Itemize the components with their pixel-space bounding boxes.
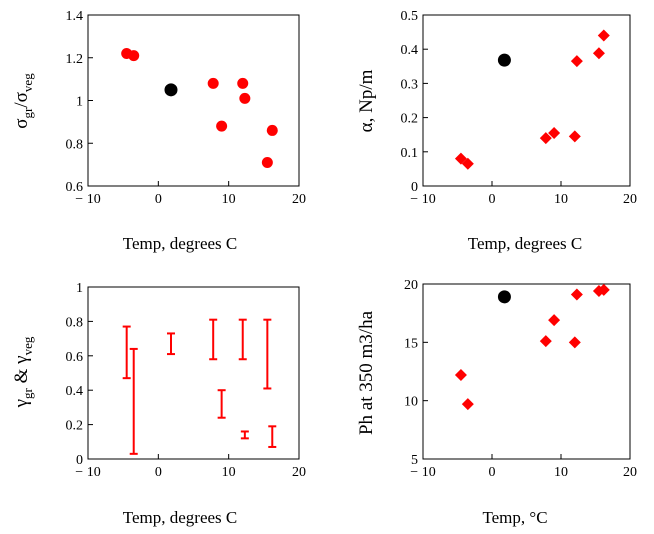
y-tick-label: 0.4 — [66, 384, 84, 399]
ylabel-sigma-slash: /σ — [11, 92, 32, 108]
y-tick-label: 20 — [404, 278, 418, 293]
y-tick-label: 5 — [411, 453, 418, 468]
ylabel-gamma-amp: & γ — [11, 355, 32, 388]
y-tick-label: 1.2 — [66, 52, 84, 67]
y-tick-label: 1 — [76, 281, 83, 296]
x-tick-label: 0 — [155, 465, 162, 480]
ylabel-gamma-sub-gr: gr — [20, 387, 35, 399]
data-point-diamond — [539, 335, 552, 348]
y-tick-label: 0.3 — [401, 77, 419, 92]
ylabel-sigma-main: σ — [11, 118, 32, 128]
data-point-diamond — [597, 29, 610, 42]
ylabel-sigma-sub-veg: veg — [20, 73, 35, 92]
xlabel-gamma: Temp, degrees C — [123, 508, 237, 527]
ylabel-sigma: σgr/σveg — [11, 73, 35, 129]
ylabel-gamma-sub-veg: veg — [20, 336, 35, 355]
ylabel-alpha: α, Np/m — [356, 69, 377, 132]
x-tick-label: − 10 — [75, 465, 100, 480]
y-tick-label: 0.5 — [401, 9, 419, 24]
data-point-diamond — [548, 314, 561, 327]
x-tick-label: 20 — [292, 465, 306, 480]
panel-sigma-ratio: − 10 0 10 20 0.6 0.8 1 1.2 1.4 — [66, 9, 307, 207]
x-tick-label: − 10 — [410, 465, 435, 480]
plot-frame — [422, 14, 631, 187]
data-point-diamond — [539, 132, 552, 145]
y-tick-label: 10 — [404, 395, 418, 410]
data-point-circle — [207, 77, 219, 89]
panel-ph: − 10 0 10 20 5 10 15 20 — [404, 278, 637, 480]
y-tick-label: 15 — [404, 336, 418, 351]
x-tick-label: 20 — [623, 465, 637, 480]
x-tick-label: − 10 — [410, 192, 435, 207]
y-tick-label: 1 — [76, 95, 83, 110]
x-tick-label: 0 — [155, 192, 162, 207]
data-point-circle — [128, 50, 140, 62]
data-point-circle — [216, 120, 228, 132]
x-tick-label: 20 — [292, 192, 306, 207]
x-tick-label: 10 — [222, 465, 236, 480]
x-tick-label: 0 — [489, 465, 496, 480]
ylabel-ph: Ph at 350 m3/ha — [356, 310, 377, 435]
x-tick-label: − 10 — [75, 192, 100, 207]
data-point-diamond — [548, 126, 561, 139]
y-tick-label: 0.4 — [401, 43, 419, 58]
ylabel-gamma-main: γ — [11, 399, 32, 408]
y-tick-label: 1.4 — [66, 9, 84, 24]
data-point-diamond — [592, 47, 605, 60]
xlabel-ph: Temp, °C — [482, 508, 547, 527]
y-tick-label: 0.2 — [66, 419, 84, 434]
y-tick-label: 0 — [411, 180, 418, 195]
data-point-circle — [261, 156, 273, 168]
data-point-circle — [237, 77, 249, 89]
data-point-circle — [164, 83, 178, 97]
x-tick-label: 20 — [623, 192, 637, 207]
data-point-diamond — [461, 398, 474, 411]
data-point-circle — [266, 124, 278, 136]
x-tick-label: 10 — [222, 192, 236, 207]
data-point-circle — [239, 92, 251, 104]
data-point-diamond — [454, 152, 467, 165]
plot-frame — [422, 283, 631, 460]
y-tick-label: 0.8 — [66, 137, 84, 152]
ylabel-sigma-sub-gr: gr — [20, 107, 35, 119]
data-point-diamond — [570, 288, 583, 301]
xlabel-sigma: Temp, degrees C — [123, 234, 237, 253]
xlabel-alpha: Temp, degrees C — [468, 234, 582, 253]
y-tick-label: 0.6 — [66, 350, 84, 365]
data-point-diamond — [597, 283, 610, 296]
y-tick-label: 0.8 — [66, 315, 84, 330]
data-point-circle — [497, 290, 511, 304]
data-point-diamond — [454, 369, 467, 381]
data-point-diamond — [568, 130, 581, 143]
x-tick-label: 10 — [554, 192, 568, 207]
data-point-diamond — [568, 336, 581, 349]
y-tick-label: 0.2 — [401, 112, 419, 127]
y-tick-label: 0 — [76, 453, 83, 468]
y-tick-label: 0.6 — [66, 180, 84, 195]
data-point-circle — [497, 53, 511, 67]
x-tick-label: 0 — [489, 192, 496, 207]
plot-frame — [87, 286, 300, 460]
y-tick-label: 0.1 — [401, 146, 419, 161]
data-point-diamond — [570, 55, 583, 68]
ylabel-gamma: γgr & γveg — [11, 336, 35, 408]
x-tick-label: 10 — [554, 465, 568, 480]
data-point-diamond — [461, 157, 474, 170]
